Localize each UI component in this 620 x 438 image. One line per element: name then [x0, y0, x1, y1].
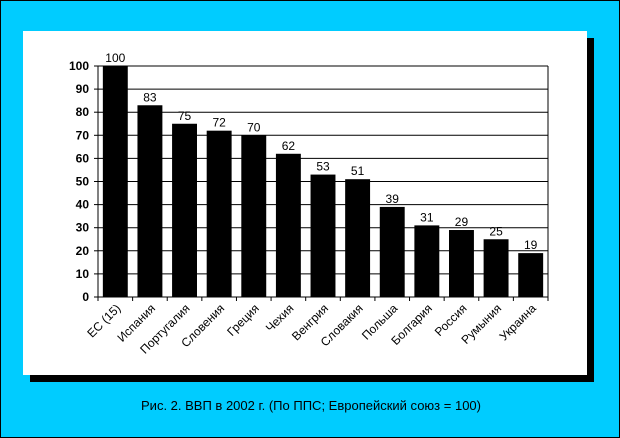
y-tick-label: 30 — [76, 221, 90, 235]
y-tick-label: 40 — [76, 198, 90, 212]
bar — [102, 66, 128, 297]
data-label: 25 — [489, 224, 503, 238]
chart-panel: 0 10 20 30 40 50 60 70 80 90 100 100 ЕС (15) 83 Испани… — [23, 31, 587, 375]
bar — [206, 130, 232, 297]
y-tick-label: 50 — [76, 175, 90, 189]
data-label: 39 — [386, 192, 400, 206]
data-label: 29 — [455, 215, 469, 229]
data-label: 75 — [178, 109, 192, 123]
y-tick-label: 0 — [82, 290, 89, 304]
data-label: 83 — [143, 90, 157, 104]
y-tick-label: 90 — [76, 82, 90, 96]
bar — [345, 179, 371, 297]
y-tick-label: 80 — [76, 105, 90, 119]
y-tick-label: 10 — [76, 267, 90, 281]
bar — [379, 206, 405, 297]
data-label: 31 — [420, 210, 434, 224]
y-tick-label: 60 — [76, 151, 90, 165]
bar — [310, 174, 336, 297]
data-label: 62 — [282, 139, 296, 153]
data-label: 72 — [212, 116, 226, 130]
bar — [241, 135, 267, 297]
data-label: 51 — [351, 164, 365, 178]
bar — [275, 153, 301, 297]
data-label: 53 — [316, 160, 330, 174]
bar — [518, 253, 544, 297]
bar — [449, 230, 474, 297]
x-tick-label: Украина — [497, 301, 539, 343]
bar — [483, 239, 509, 297]
bar — [172, 123, 197, 297]
data-label: 19 — [524, 238, 538, 252]
x-tick-label: Греция — [224, 301, 262, 339]
y-tick-label: 20 — [76, 244, 90, 258]
bar — [137, 105, 163, 298]
data-label: 70 — [247, 120, 261, 134]
figure-caption: Рис. 2. ВВП в 2002 г. (По ППС; Европейск… — [141, 398, 481, 413]
y-tick-label: 70 — [76, 128, 90, 142]
data-label: 100 — [105, 51, 125, 65]
y-tick-label: 100 — [69, 59, 89, 73]
bar — [414, 225, 440, 297]
